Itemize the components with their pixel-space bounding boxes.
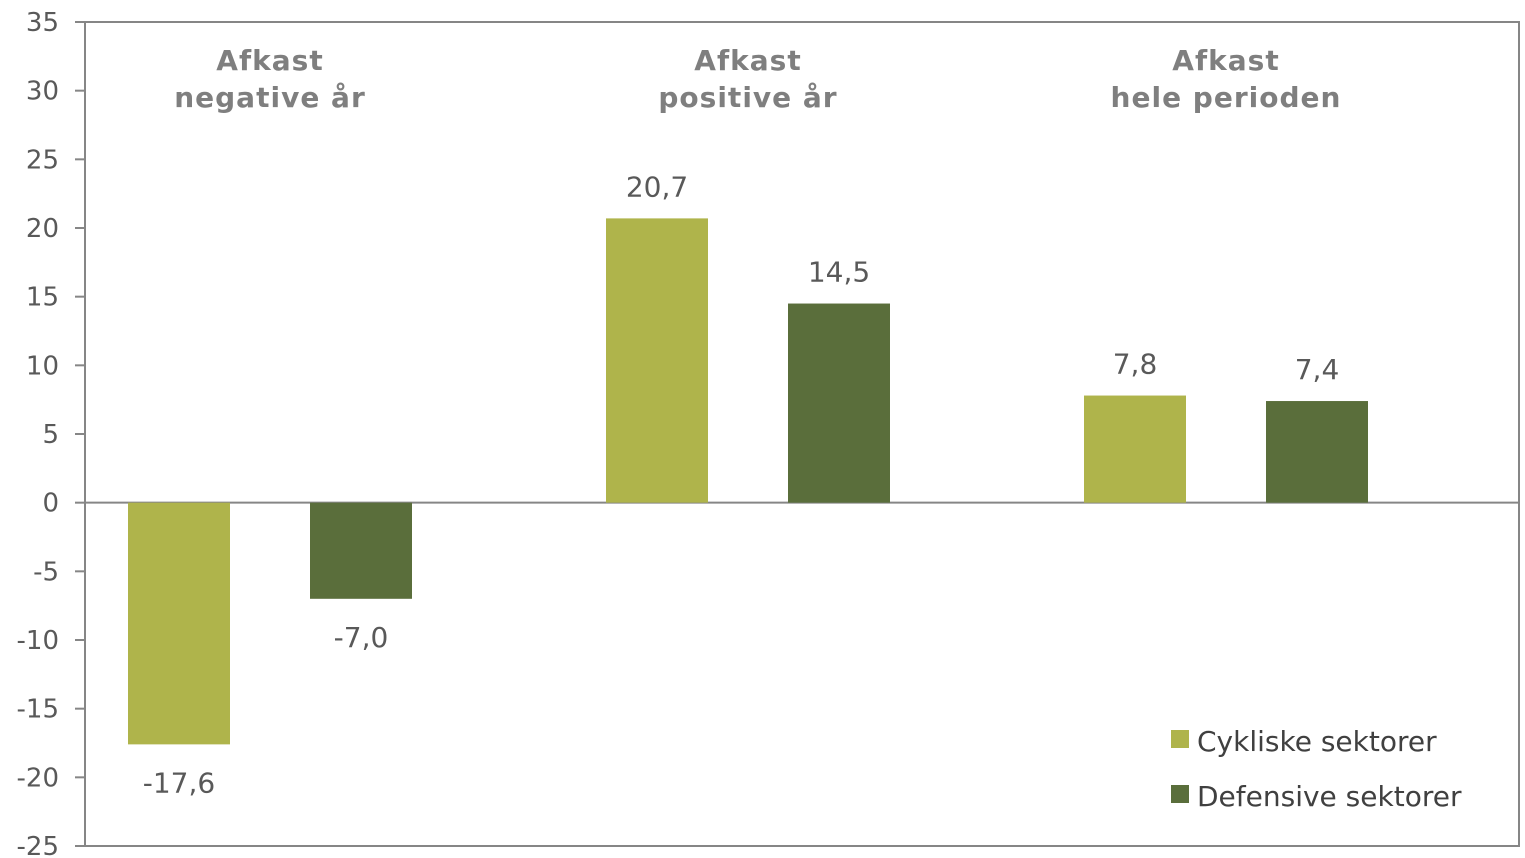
category-label: Afkast	[694, 44, 801, 77]
bar	[1084, 395, 1186, 503]
data-label: 14,5	[808, 256, 870, 289]
category-label: Afkast	[216, 44, 323, 77]
data-label: -7,0	[334, 621, 389, 654]
y-tick-label: 5	[42, 420, 59, 450]
category-label: positive år	[658, 81, 837, 114]
category-label: negative år	[174, 81, 366, 114]
y-tick-label: 20	[26, 214, 59, 244]
data-label: 7,8	[1113, 348, 1158, 381]
y-tick-label: 25	[26, 145, 59, 175]
y-tick-label: 35	[26, 8, 59, 38]
data-label: 20,7	[626, 170, 688, 203]
y-tick-label: 30	[26, 77, 59, 107]
bar	[606, 218, 708, 503]
category-label: hele perioden	[1111, 81, 1342, 114]
category-labels: Afkast negative år Afkast positive år Afkast…	[174, 44, 1342, 114]
bar	[788, 303, 890, 503]
bar	[128, 502, 230, 745]
y-tick-label: 0	[42, 489, 59, 519]
bar	[1266, 401, 1368, 503]
y-tick-label: -10	[17, 626, 59, 656]
y-tick-label: -25	[17, 832, 59, 858]
data-label: -17,6	[143, 766, 215, 799]
legend-swatch	[1171, 785, 1189, 803]
category-label: Afkast	[1172, 44, 1279, 77]
data-labels: -17,6 -7,0 20,7 14,5 7,8 7,4	[143, 170, 1339, 799]
legend-swatch	[1171, 730, 1189, 748]
legend-label: Cykliske sektorer	[1197, 725, 1437, 758]
data-label: 7,4	[1295, 353, 1340, 386]
y-axis: 35 30 25 20 15 10 5 0 -5 -10 -15 -20 -25	[17, 8, 1519, 858]
legend: Cykliske sektorer Defensive sektorer	[1171, 725, 1462, 813]
y-tick-label: -20	[17, 763, 59, 793]
y-tick-label: -5	[33, 557, 59, 587]
y-tick-label: 15	[26, 283, 59, 313]
bars	[128, 218, 1368, 745]
legend-label: Defensive sektorer	[1197, 780, 1462, 813]
bar	[310, 502, 412, 599]
y-tick-label: -15	[17, 695, 59, 725]
y-tick-label: 10	[26, 351, 59, 381]
